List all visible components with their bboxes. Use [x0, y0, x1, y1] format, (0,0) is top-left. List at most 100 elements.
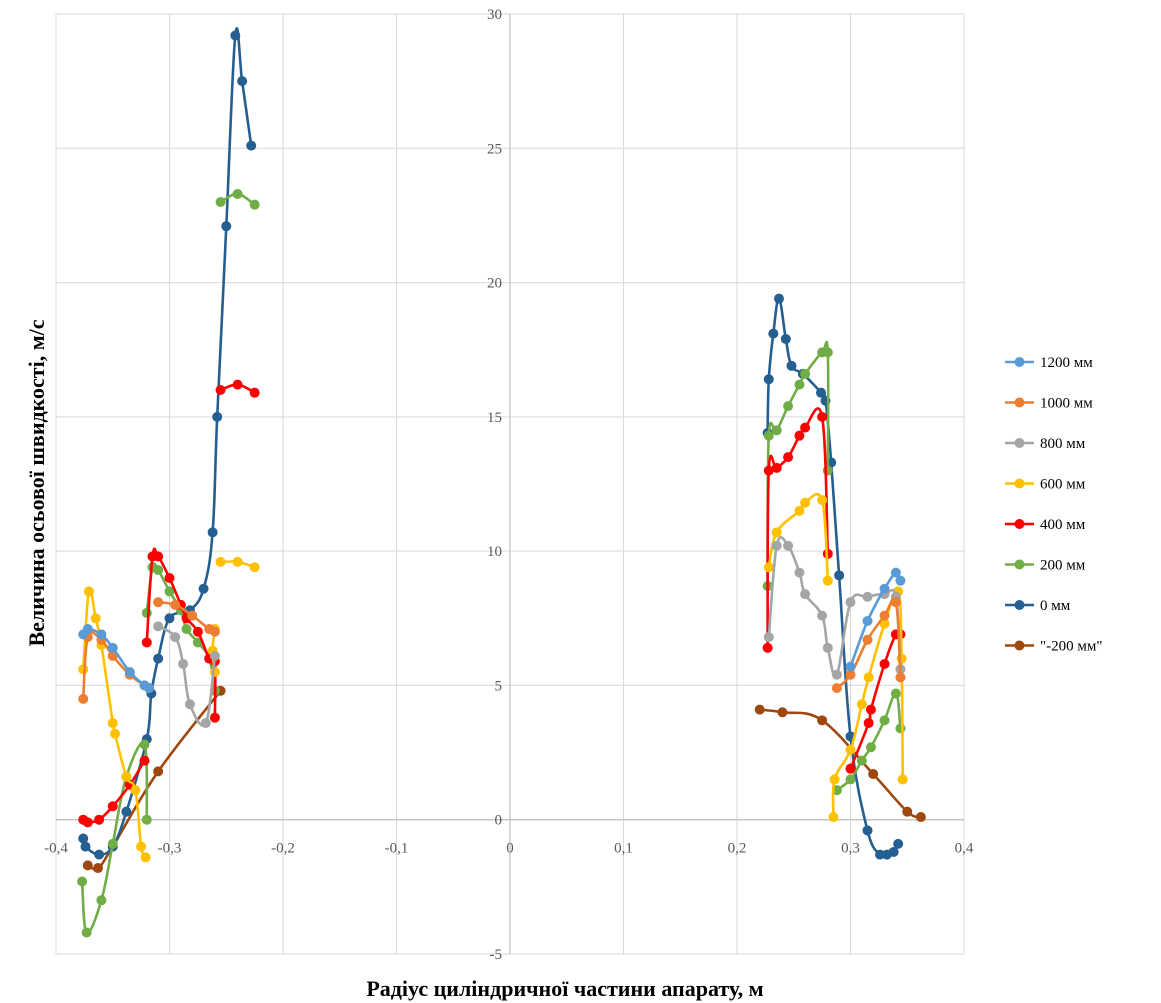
x-tick-label: -0,4: [44, 841, 68, 857]
legend: 1200 мм 1000 мм 800 мм 600 мм 400 мм 200 мм 0 …: [1005, 355, 1102, 655]
legend-item: "-200 мм": [1005, 639, 1102, 655]
data-point: [865, 742, 876, 753]
data-point: [834, 570, 845, 581]
data-point: [249, 387, 260, 398]
data-point: [232, 379, 243, 390]
data-point: [817, 610, 828, 621]
series-line: [767, 535, 902, 678]
data-point: [81, 927, 92, 938]
data-point: [817, 715, 828, 726]
data-point: [215, 385, 226, 395]
legend-label: 600 мм: [1040, 477, 1086, 493]
data-point: [896, 653, 907, 664]
x-tick-label: 0,4: [955, 841, 974, 857]
data-point: [139, 755, 150, 766]
data-point: [181, 624, 192, 635]
data-point: [107, 642, 118, 653]
series-line: [81, 631, 151, 701]
data-point: [879, 715, 890, 726]
data-point: [794, 567, 805, 578]
data-point: [831, 683, 842, 694]
data-point: [794, 379, 805, 390]
data-point: [96, 895, 107, 906]
data-point: [771, 462, 782, 473]
y-tick-label: 0: [495, 813, 503, 829]
data-point: [130, 785, 141, 796]
data-point: [845, 661, 856, 672]
data-point: [232, 556, 243, 567]
data-point: [897, 774, 908, 785]
series-0: [78, 567, 906, 694]
data-point: [879, 583, 890, 594]
data-point: [771, 540, 782, 551]
data-point: [822, 347, 833, 358]
legend-item: 600 мм: [1005, 477, 1086, 493]
data-point: [879, 610, 890, 621]
data-point: [771, 527, 782, 538]
data-point: [794, 505, 805, 516]
data-point: [153, 653, 164, 664]
data-point: [209, 626, 220, 637]
data-point: [902, 806, 913, 817]
legend-marker: [1014, 438, 1025, 448]
data-point: [136, 841, 147, 852]
data-point: [107, 801, 118, 812]
legend-label: 400 мм: [1040, 517, 1086, 533]
series-1: [78, 597, 906, 704]
data-point: [780, 333, 791, 344]
data-point: [153, 564, 164, 575]
legend-label: 1200 мм: [1040, 355, 1093, 371]
data-point: [124, 667, 135, 677]
data-point: [862, 634, 873, 645]
data-point: [800, 422, 811, 433]
data-point: [868, 769, 879, 780]
legend-label: "-200 мм": [1040, 639, 1102, 655]
data-point: [187, 610, 198, 621]
data-point: [153, 621, 164, 632]
data-point: [800, 589, 811, 600]
data-point: [856, 699, 867, 710]
data-point: [879, 618, 890, 629]
data-point: [170, 599, 181, 610]
y-tick-label: 25: [487, 141, 502, 157]
data-point: [78, 693, 89, 704]
y-tick-label: -5: [490, 947, 503, 963]
data-point: [771, 425, 782, 436]
data-point: [829, 774, 840, 785]
data-point: [164, 613, 175, 624]
data-point: [890, 597, 901, 608]
data-point: [754, 704, 765, 715]
series-4: [78, 379, 906, 828]
data-point: [153, 551, 164, 562]
legend-marker: [1014, 640, 1025, 651]
data-point: [198, 583, 209, 594]
x-tick-label: -0,1: [385, 841, 409, 857]
y-tick-labels: -5 0 5 10 15 20 25 30: [487, 7, 502, 963]
data-point: [164, 586, 175, 597]
legend-marker: [1014, 600, 1025, 610]
data-point: [107, 718, 118, 729]
data-point: [895, 672, 906, 683]
data-point: [893, 838, 904, 849]
legend-label: 200 мм: [1040, 558, 1086, 574]
data-point: [763, 374, 774, 385]
legend-item: 200 мм: [1005, 558, 1086, 574]
data-point: [786, 360, 797, 371]
legend-item: 1000 мм: [1005, 396, 1093, 412]
data-point: [817, 495, 828, 506]
data-point: [895, 723, 906, 734]
data-point: [164, 573, 175, 583]
data-point: [862, 615, 873, 626]
data-point: [845, 744, 856, 755]
data-point: [90, 613, 101, 624]
data-point: [141, 607, 152, 618]
legend-item: 800 мм: [1005, 436, 1086, 452]
x-tick-label: 0,1: [614, 841, 633, 857]
data-point: [822, 642, 833, 653]
data-point: [763, 465, 774, 476]
data-point: [94, 849, 105, 860]
series-line: [86, 689, 222, 871]
data-point: [200, 718, 211, 729]
data-point: [121, 806, 132, 817]
data-point: [879, 658, 890, 669]
